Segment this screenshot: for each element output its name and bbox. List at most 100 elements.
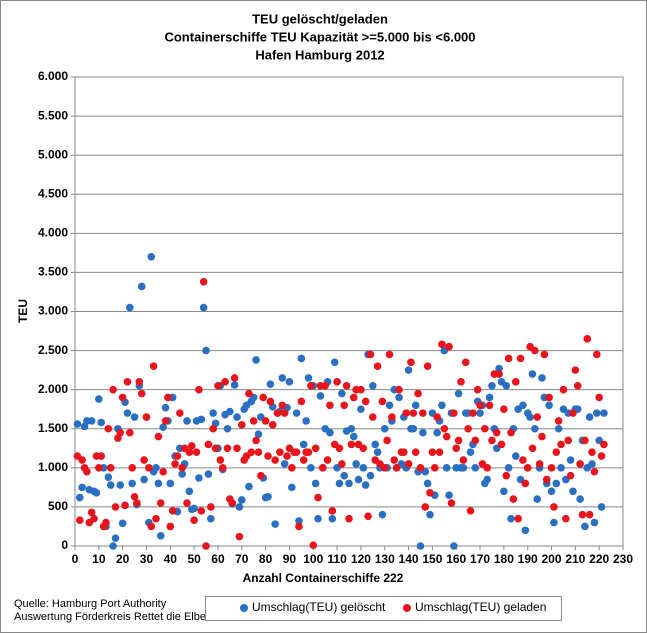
point [118, 393, 127, 402]
point [519, 401, 527, 410]
point [521, 526, 530, 535]
point [106, 481, 115, 489]
point [285, 378, 294, 386]
point [559, 385, 568, 394]
point [237, 421, 246, 429]
point [307, 464, 315, 472]
point [297, 397, 306, 406]
point [178, 464, 187, 472]
point [228, 499, 237, 507]
point [171, 460, 179, 468]
point [338, 460, 346, 468]
point [133, 499, 141, 507]
point [459, 456, 468, 464]
point [257, 471, 265, 480]
point [426, 510, 434, 519]
point [304, 374, 313, 382]
point [495, 370, 503, 378]
point [235, 532, 244, 541]
point [73, 420, 82, 428]
point [187, 442, 196, 450]
point [402, 409, 410, 417]
point [476, 409, 484, 417]
point [531, 346, 539, 355]
point [438, 401, 446, 410]
point [204, 440, 213, 449]
point [450, 409, 458, 417]
point [230, 374, 239, 382]
point [333, 378, 341, 386]
point [450, 542, 458, 550]
point [526, 413, 534, 421]
point [335, 444, 344, 453]
point [552, 448, 561, 457]
point [380, 424, 389, 433]
point [476, 401, 484, 410]
point [569, 409, 577, 417]
point [233, 444, 241, 453]
point [585, 510, 594, 519]
point [357, 385, 365, 394]
point [497, 440, 506, 449]
point [385, 350, 394, 359]
point [318, 464, 327, 472]
x-tick-label: 170 [470, 552, 490, 566]
y-tick-label: 2.500 [38, 343, 68, 357]
point [178, 470, 187, 478]
legend-marker [240, 604, 248, 612]
point [545, 393, 553, 402]
point [588, 460, 596, 468]
point [528, 444, 537, 453]
point [237, 496, 246, 504]
point [502, 381, 511, 390]
point [145, 464, 153, 472]
point [259, 393, 268, 402]
point [204, 470, 213, 478]
point [142, 413, 151, 421]
point [550, 503, 558, 511]
point [195, 385, 203, 394]
point [140, 475, 148, 484]
point [328, 514, 337, 523]
point [335, 479, 344, 488]
point [321, 381, 329, 390]
point [361, 481, 370, 489]
x-tick-label: 100 [303, 552, 323, 566]
point [562, 514, 570, 523]
x-tick-label: 160 [446, 552, 466, 566]
point [488, 381, 496, 390]
point [276, 448, 284, 457]
point [557, 440, 565, 449]
point [195, 474, 203, 482]
point [128, 464, 136, 472]
point [354, 475, 363, 484]
point [597, 503, 606, 511]
point [454, 436, 463, 445]
point [309, 541, 318, 550]
point [247, 448, 256, 457]
point [311, 479, 320, 488]
point [75, 516, 84, 525]
point [273, 409, 282, 417]
point [264, 452, 272, 460]
point [581, 522, 589, 531]
point [211, 444, 220, 453]
point [154, 432, 163, 441]
point [130, 492, 139, 501]
point [197, 415, 206, 424]
point [507, 514, 515, 523]
point [347, 424, 356, 433]
point [128, 479, 136, 488]
point [323, 456, 332, 464]
y-tick-label: 1.000 [38, 460, 68, 474]
point [216, 456, 225, 464]
point [271, 520, 279, 528]
x-tick-label: 110 [327, 552, 347, 566]
x-tick-label: 230 [613, 552, 633, 566]
point [345, 514, 353, 523]
point [123, 409, 132, 417]
point [78, 456, 86, 464]
point [261, 417, 270, 425]
point [592, 409, 601, 417]
point [411, 401, 420, 410]
